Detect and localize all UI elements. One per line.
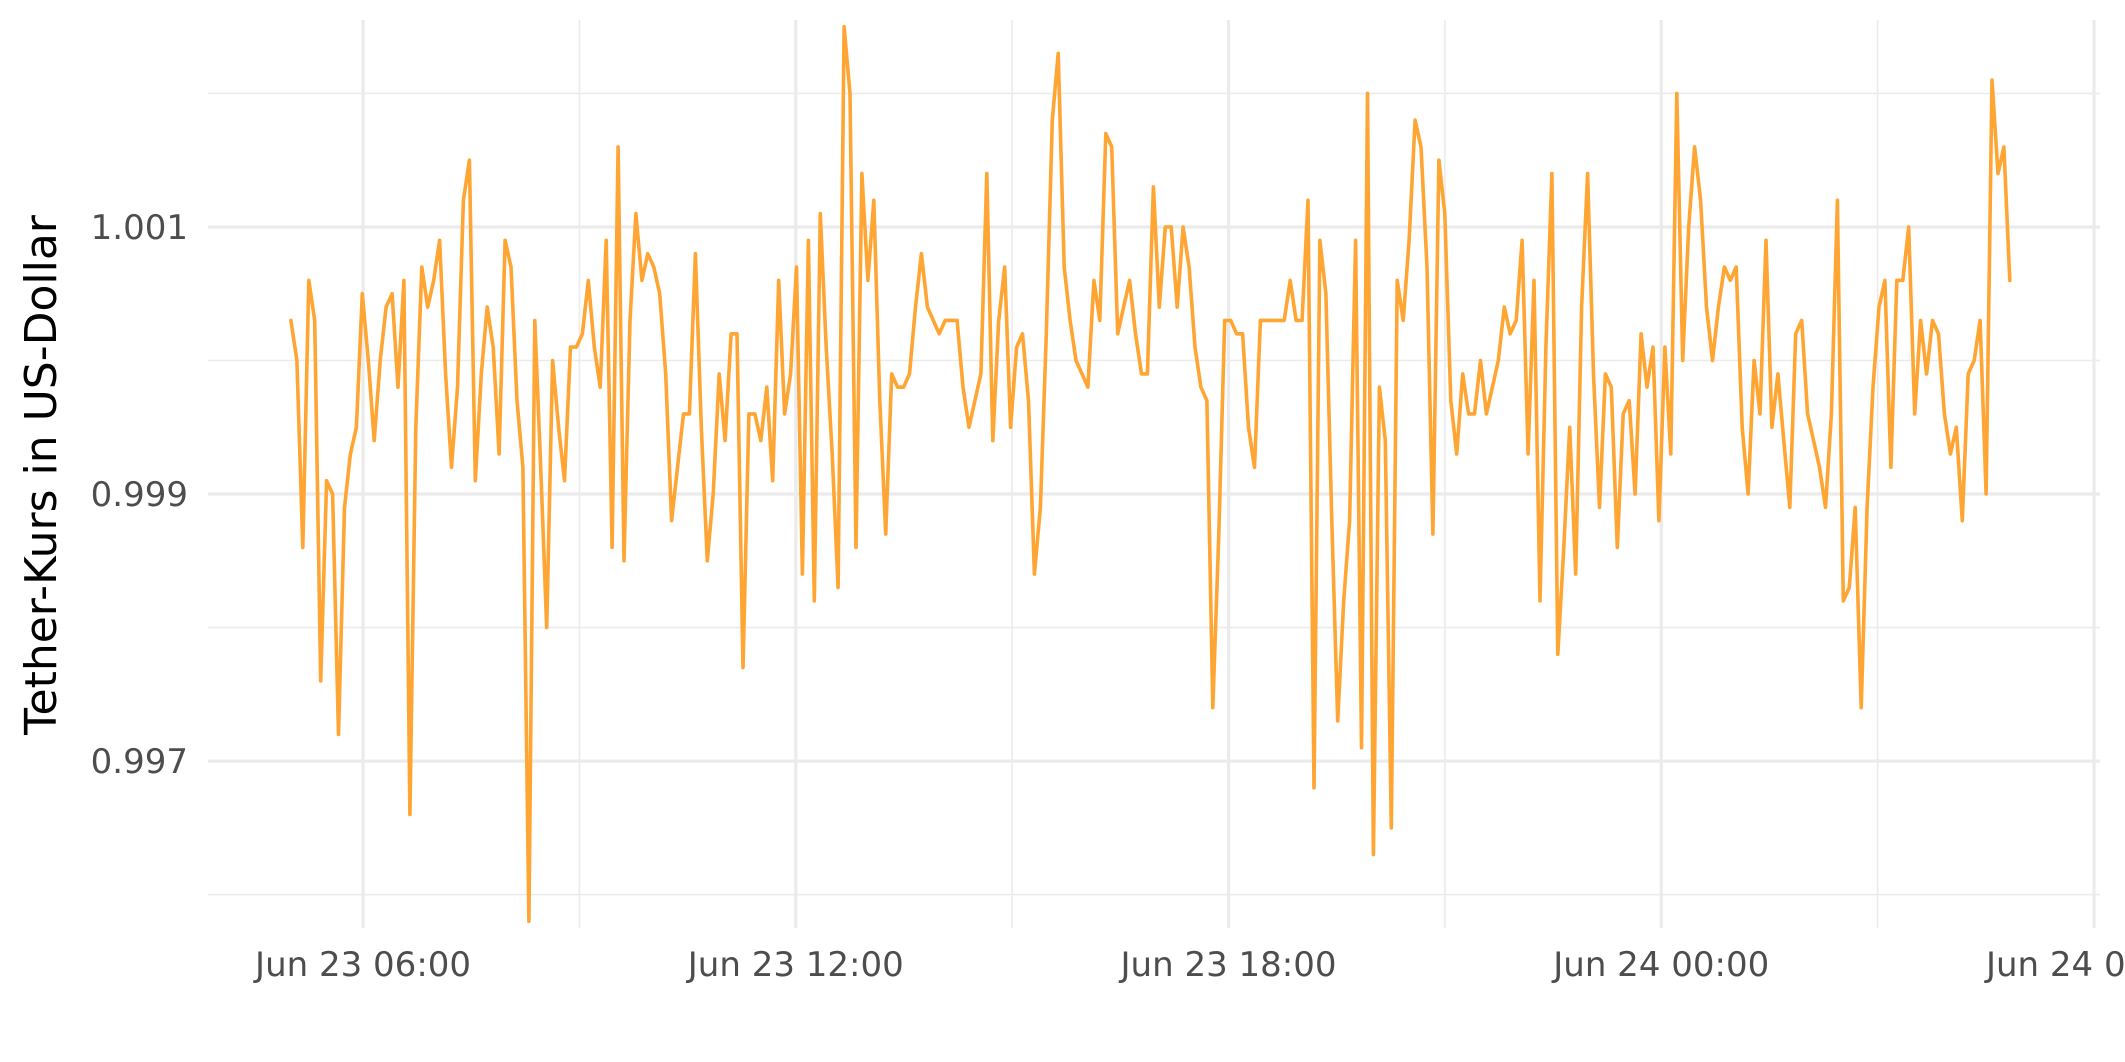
y-axis-title: Tether-Kurs in US-Dollar — [16, 214, 67, 736]
series-line — [289, 24, 2012, 924]
x-tick-label: Jun 24 00:00 — [1551, 945, 1769, 985]
y-tick-label: 0.997 — [91, 742, 188, 782]
x-tick-label: Jun 24 06:00 — [1984, 945, 2125, 985]
x-tick-label: Jun 23 18:00 — [1119, 945, 1337, 985]
y-tick-label: 1.001 — [91, 208, 188, 248]
major-gridlines — [208, 20, 2100, 928]
series-layer — [289, 24, 2012, 924]
x-tick-label: Jun 23 06:00 — [253, 945, 471, 985]
y-axis-tick-labels: 0.997 0.999 1.001 — [91, 208, 188, 782]
x-tick-label: Jun 23 12:00 — [686, 945, 904, 985]
x-axis-tick-labels: Jun 23 06:00 Jun 23 12:00 Jun 23 18:00 Jun … — [253, 945, 2125, 985]
y-tick-label: 0.999 — [91, 475, 188, 515]
minor-gridlines — [208, 20, 2100, 928]
